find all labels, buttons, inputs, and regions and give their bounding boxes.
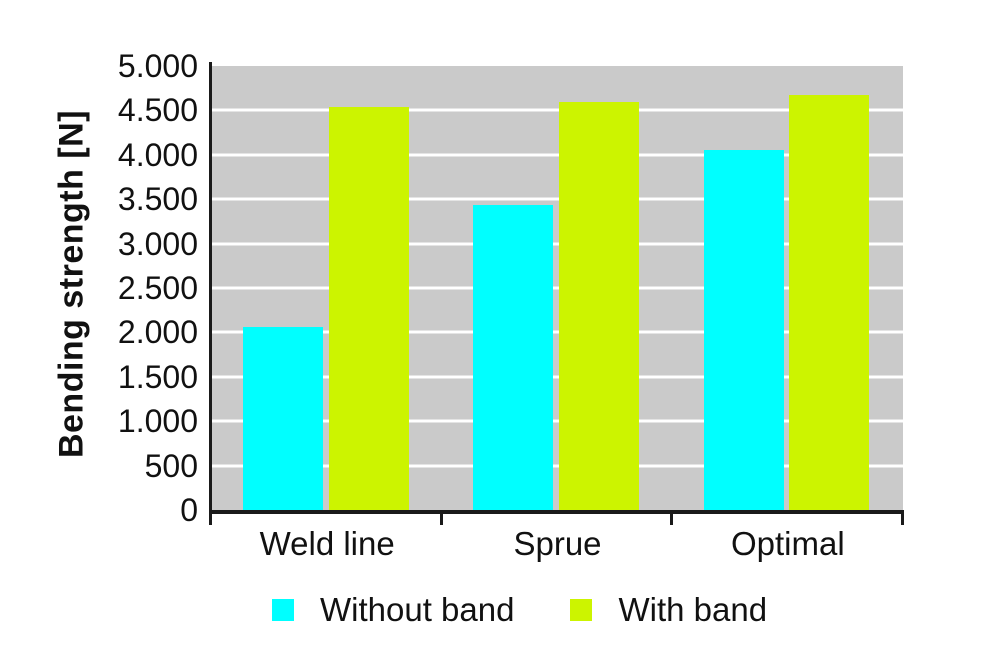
x-axis-category-labels: Weld line Sprue Optimal: [0, 527, 997, 567]
x-axis-tick-3: [901, 510, 904, 525]
legend-label-with-band: With band: [618, 591, 768, 628]
gridline-500: [212, 464, 903, 468]
bar-sprue-with-band: [558, 102, 639, 510]
y-tick-label-0: 0: [180, 492, 198, 528]
legend-item-without-band: Without band: [272, 593, 514, 626]
plot-area: [212, 66, 903, 510]
gridline-4000: [212, 153, 903, 157]
x-category-label-sprue: Sprue: [513, 525, 602, 562]
legend-item-with-band: With band: [570, 593, 767, 626]
y-tick-label-2-000: 2.000: [117, 314, 198, 351]
legend: Without band With band: [272, 593, 767, 626]
x-axis-line: [209, 510, 904, 514]
gridline-2500: [212, 286, 903, 290]
x-axis-tick-1: [439, 510, 443, 525]
x-category-label-weld-line: Weld line: [259, 525, 395, 562]
y-tick-label-2-500: 2.500: [117, 270, 198, 306]
x-axis-tick-0: [209, 510, 212, 525]
x-category-label-optimal: Optimal: [730, 525, 845, 562]
gridline-3500: [212, 197, 903, 201]
bar-sprue-without-band: [473, 204, 554, 510]
bar-weld-line-without-band: [243, 327, 323, 510]
y-tick-label-1-500: 1.500: [117, 358, 198, 395]
gridline-1000: [212, 419, 903, 423]
y-tick-label-4-000: 4.000: [117, 136, 198, 173]
bar-optimal-without-band: [703, 150, 784, 510]
y-tick-label-5-000: 5.000: [117, 48, 198, 84]
y-axis-tick-labels: 0 500 1.000 1.500 2.000 2.500 3.000 3.500 4.000 4…: [0, 50, 198, 526]
gridline-1500: [212, 375, 903, 379]
gridline-3000: [212, 242, 903, 246]
gridline-2000: [212, 330, 903, 334]
legend-label-without-band: Without band: [320, 591, 515, 628]
y-tick-label-4-500: 4.500: [117, 92, 198, 129]
bar-optimal-with-band: [789, 95, 870, 510]
y-tick-label-3-500: 3.500: [117, 181, 198, 218]
y-tick-label-3-000: 3.000: [117, 225, 198, 262]
x-axis-tick-2: [670, 510, 674, 525]
y-tick-label-500: 500: [144, 447, 198, 484]
gridline-4500: [212, 108, 903, 112]
y-axis-line: [209, 62, 212, 514]
legend-swatch-without-band-icon: [272, 598, 294, 621]
bar-weld-line-with-band: [328, 106, 409, 510]
legend-swatch-with-band-icon: [570, 598, 593, 621]
y-tick-label-1-000: 1.000: [117, 403, 198, 440]
